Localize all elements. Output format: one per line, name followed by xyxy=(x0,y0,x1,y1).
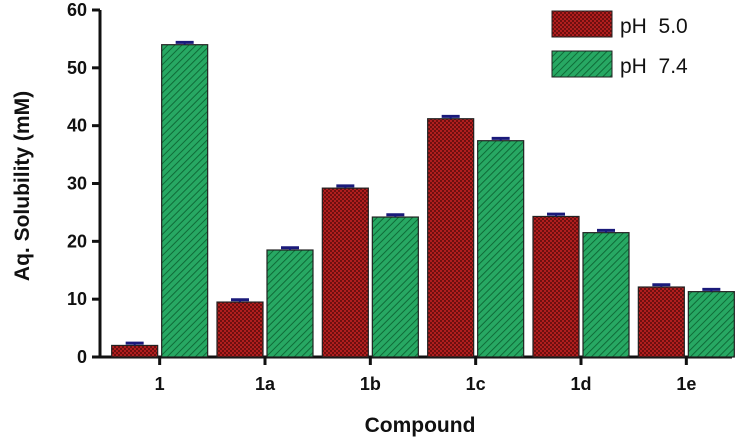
x-tick-label: 1e xyxy=(676,374,696,394)
legend-label-ph-5: pH 5.0 xyxy=(620,15,688,38)
legend-swatch-ph-5 xyxy=(551,10,613,38)
bar-1a-series-0 xyxy=(216,301,264,358)
tick-labels: 0 10 20 30 40 50 60 1 1a 1b 1c 1d 1e xyxy=(67,0,696,394)
legend-label-ph-7: pH 7.4 xyxy=(620,55,688,78)
bar-1-series-1 xyxy=(161,44,209,358)
y-tick-label: 10 xyxy=(67,289,87,309)
bar-1e-series-1 xyxy=(687,291,735,358)
y-tick-label: 0 xyxy=(77,347,87,367)
legend-swatch-ph-7 xyxy=(551,50,613,78)
x-axis-title: Compound xyxy=(365,414,476,437)
bar-1c-series-0 xyxy=(427,118,475,358)
y-tick-label: 60 xyxy=(67,0,87,20)
bar-1a-series-1 xyxy=(266,249,314,358)
bar-1c-series-1 xyxy=(477,140,525,358)
y-tick-label: 30 xyxy=(67,174,87,194)
x-tick-label: 1 xyxy=(155,374,165,394)
bar-1b-series-1 xyxy=(371,216,419,358)
x-tick-label: 1a xyxy=(255,374,276,394)
y-tick-label: 50 xyxy=(67,58,87,78)
bar-1b-series-0 xyxy=(321,187,369,358)
x-tick-label: 1c xyxy=(466,374,486,394)
bar-1d-series-1 xyxy=(582,232,630,358)
legend: pH 5.0 pH 7.4 xyxy=(551,10,688,78)
x-tick-label: 1d xyxy=(570,374,591,394)
x-tick-label: 1b xyxy=(360,374,381,394)
y-axis-title: Aq. Solubility (mM) xyxy=(11,91,34,281)
bar-1-series-0 xyxy=(111,344,159,358)
y-tick-label: 40 xyxy=(67,116,87,136)
y-tick-label: 20 xyxy=(67,231,87,251)
bars xyxy=(111,40,735,358)
bar-1e-series-0 xyxy=(637,286,685,358)
bar-1d-series-0 xyxy=(532,215,580,358)
